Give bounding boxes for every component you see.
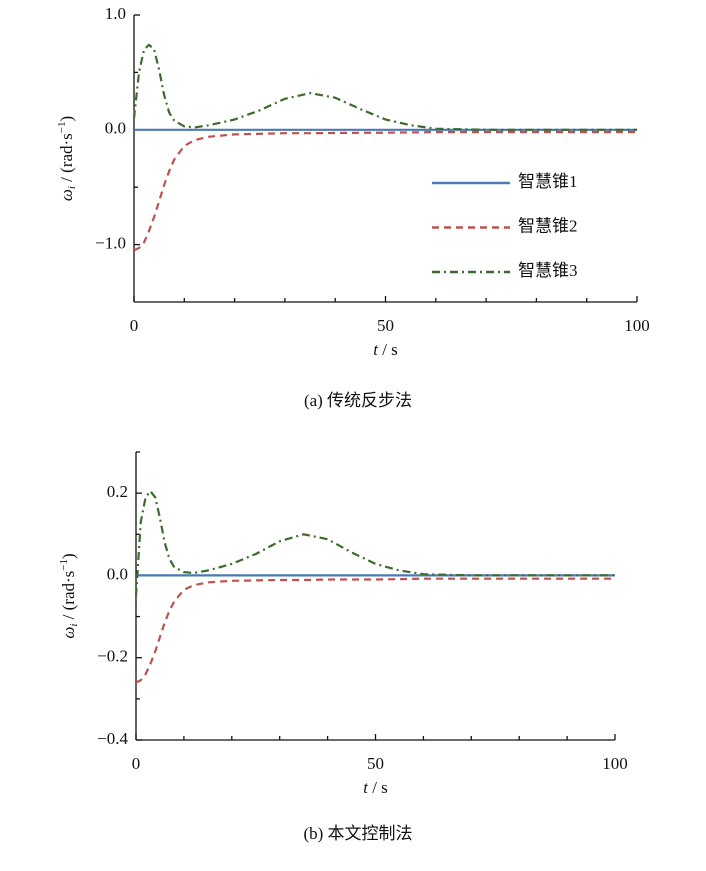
legend-label: 智慧锥3 (518, 261, 578, 280)
caption: (b) 本文控制法 (303, 824, 412, 843)
y-tick-label: −1.0 (95, 234, 126, 253)
x-tick-label: 0 (132, 754, 141, 773)
y-label-subscript: i (66, 186, 78, 189)
x-axis-label: t / s (363, 778, 388, 797)
y-label-exponent: −1 (58, 559, 70, 571)
y-label-unit: / (rad·s (57, 133, 76, 186)
x-tick-label: 100 (602, 754, 628, 773)
legend-label: 智慧锥1 (518, 172, 578, 191)
caption: (a) 传统反步法 (304, 391, 412, 410)
y-tick-label: −0.2 (97, 647, 128, 666)
x-label-unit: / s (378, 340, 398, 359)
y-label-close: ) (57, 116, 76, 122)
line-series (133, 131, 637, 252)
y-axis-label: ωi / (rad·s−1) (58, 553, 80, 638)
x-tick-label: 0 (130, 316, 139, 335)
x-tick-label: 100 (624, 316, 650, 335)
y-tick-label: 0.2 (107, 482, 128, 501)
y-label-symbol: ω (57, 189, 76, 201)
x-tick-label: 50 (367, 754, 384, 773)
y-label-close: ) (59, 553, 78, 559)
y-label-unit: / (rad·s (59, 571, 78, 624)
line-series (134, 490, 615, 597)
x-label-unit: / s (368, 778, 388, 797)
y-tick-label: 0.0 (107, 564, 128, 583)
line-series (132, 43, 637, 131)
y-tick-label: 1.0 (105, 4, 126, 23)
y-tick-label: −0.4 (97, 729, 128, 748)
y-label-exponent: −1 (56, 122, 68, 134)
y-label-symbol: ω (59, 627, 78, 639)
x-label-symbol: t (363, 778, 369, 797)
y-label-subscript: i (68, 624, 80, 627)
x-label-symbol: t (373, 340, 379, 359)
legend-label: 智慧锥2 (518, 216, 578, 235)
y-axis-label: ωi / (rad·s−1) (56, 116, 78, 201)
x-axis-label: t / s (373, 340, 398, 359)
x-tick-label: 50 (377, 316, 394, 335)
y-tick-label: 0.0 (105, 119, 126, 138)
line-series (135, 577, 615, 684)
